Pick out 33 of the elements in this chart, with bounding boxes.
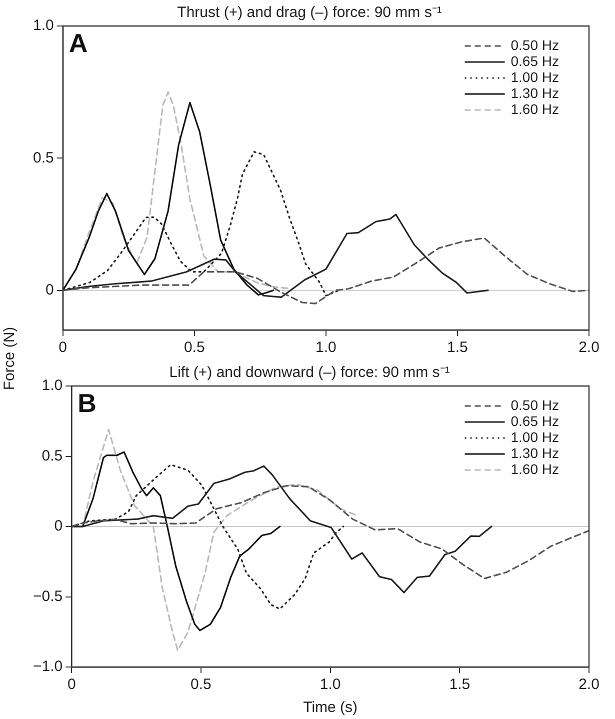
legend-label: 1.60 Hz	[510, 100, 559, 117]
x-tick-label: 1.5	[447, 339, 468, 356]
x-tick-label: 1.0	[315, 339, 336, 356]
chart-title: Lift (+) and downward (–) force: 90 mm s⁻¹	[169, 364, 450, 382]
legend-label: 1.00 Hz	[510, 428, 559, 445]
legend-label: 0.50 Hz	[510, 36, 559, 53]
x-tick-label: 0	[67, 676, 76, 694]
chart-title: Thrust (+) and drag (–) force: 90 mm s⁻¹	[177, 4, 442, 22]
y-tick-label: 0	[54, 518, 63, 535]
x-tick-label: 0.5	[190, 676, 212, 694]
legend-label: 1.30 Hz	[510, 444, 559, 461]
y-tick-label: 0	[46, 281, 54, 298]
y-tick-label: 0.5	[42, 447, 63, 464]
y-tick-label: −1.0	[32, 658, 63, 676]
legend-label: 0.50 Hz	[510, 396, 559, 413]
y-tick-label: 1.0	[42, 377, 63, 394]
legend-label: 0.65 Hz	[510, 412, 559, 429]
legend-label: 1.30 Hz	[510, 84, 559, 101]
legend-label: 1.60 Hz	[510, 460, 559, 477]
annotation: A	[68, 28, 88, 58]
x-tick-label: 1.5	[449, 676, 470, 694]
annotation: B	[78, 388, 96, 418]
y-axis-title: Force (N)	[1, 326, 18, 390]
y-tick-label: 1.0	[32, 17, 54, 34]
x-axis-title: Time (s)	[303, 699, 358, 716]
y-tick-label: −0.5	[32, 588, 63, 605]
legend-label: 1.00 Hz	[510, 68, 559, 85]
y-tick-label: 0.5	[32, 149, 54, 166]
legend-label: 0.65 Hz	[510, 52, 559, 69]
x-tick-label: 2.0	[578, 339, 600, 356]
x-tick-label: 1.0	[320, 676, 341, 694]
x-tick-label: 0.5	[184, 339, 205, 356]
x-tick-label: 2.0	[578, 676, 600, 694]
